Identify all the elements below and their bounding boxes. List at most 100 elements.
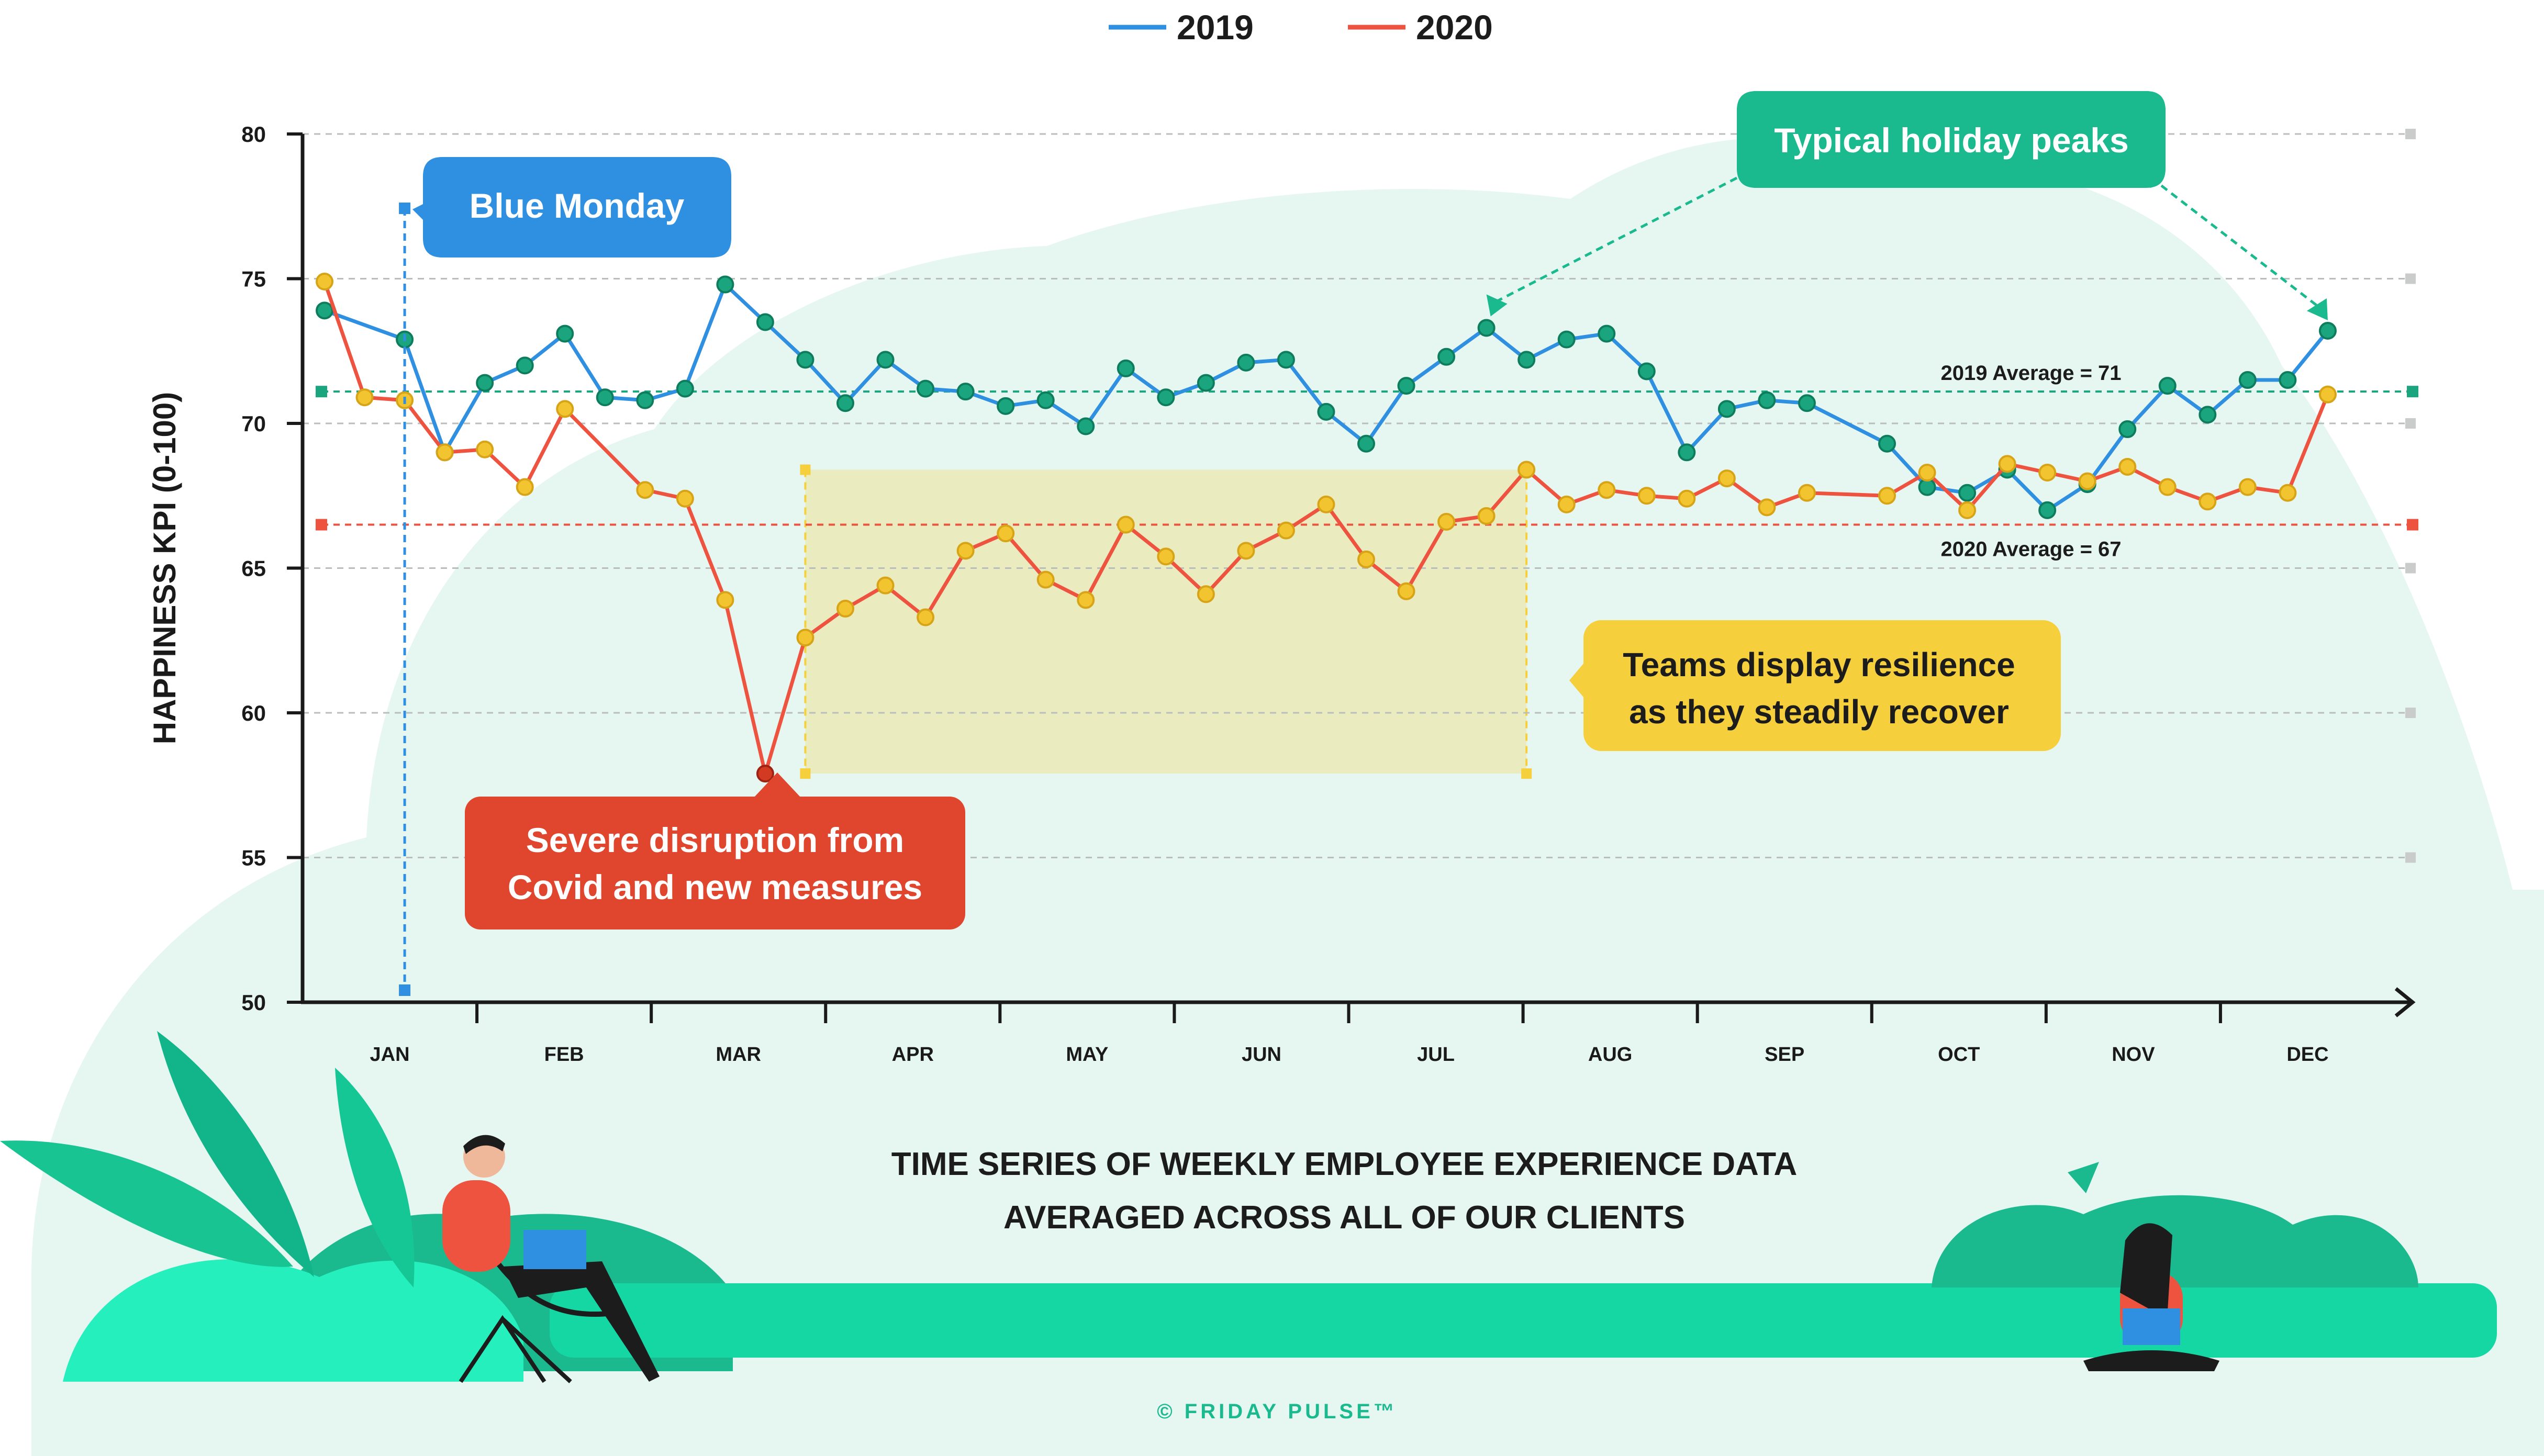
captions: TIME SERIES OF WEEKLY EMPLOYEE EXPERIENC… xyxy=(891,1146,1798,1423)
resilience-callout-bubble xyxy=(1583,620,2061,751)
data-point-2019 xyxy=(1878,434,1896,453)
x-month-label: AUG xyxy=(1588,1044,1632,1066)
holiday-peaks-callout-text: Typical holiday peaks xyxy=(1774,121,2128,160)
blue-monday-callout-text: Blue Monday xyxy=(470,186,685,225)
x-month-label: SEP xyxy=(1765,1044,1804,1066)
large-leaf xyxy=(335,1068,415,1287)
data-point-2020 xyxy=(2238,478,2257,496)
blue-monday-guide-top-marker xyxy=(399,203,411,214)
gridline-end-marker xyxy=(2405,563,2416,574)
legend: 2019 2020 xyxy=(1109,8,1493,47)
background-decor xyxy=(31,137,2544,1456)
data-point-2019 xyxy=(2238,371,2257,389)
data-point-2020 xyxy=(1678,489,1696,508)
data-point-2020 xyxy=(1077,591,1095,609)
data-point-2019 xyxy=(1357,434,1375,453)
data-point-2020 xyxy=(876,576,895,595)
data-point-2020 xyxy=(1397,582,1415,600)
data-point-2020 xyxy=(1317,495,1335,513)
copyright-footer: © FRIDAY PULSE™ xyxy=(1157,1400,1398,1423)
covid-callout-text: Severe disruption from xyxy=(526,821,905,859)
x-axis-arrowhead xyxy=(2394,987,2416,1017)
blue-monday-guide-bottom-marker xyxy=(399,984,411,996)
x-month-label: NOV xyxy=(2112,1044,2155,1066)
data-point-2020 xyxy=(2078,472,2096,490)
data-point-2020 xyxy=(1878,487,1896,505)
holiday-peaks-pointer xyxy=(2150,177,2324,311)
gridline-end-marker xyxy=(2405,129,2416,139)
large-leaf xyxy=(157,1031,314,1277)
data-point-2020 xyxy=(1237,542,1255,560)
gridline-end-marker xyxy=(2405,708,2416,718)
average-line-start-marker xyxy=(316,519,327,531)
data-point-2019 xyxy=(1477,319,1496,337)
man-laptop xyxy=(523,1230,586,1269)
data-point-2020 xyxy=(1518,461,1536,479)
callouts: Blue Monday Typical holiday peaks Severe d… xyxy=(399,91,2328,996)
y-tick-label: 50 xyxy=(241,990,266,1015)
chart-title-line: TIME SERIES OF WEEKLY EMPLOYEE EXPERIENC… xyxy=(891,1146,1798,1182)
y-axis-title: HAPPINESS KPI (0-100) xyxy=(147,392,182,745)
x-month-label: JUN xyxy=(1242,1044,1281,1066)
covid-callout-text: Covid and new measures xyxy=(508,868,922,906)
data-point-2019 xyxy=(1437,348,1456,366)
data-point-2019 xyxy=(1798,394,1816,412)
y-tick-label: 60 xyxy=(241,701,266,725)
resilience-corner-marker xyxy=(1521,768,1532,779)
man-torso xyxy=(442,1180,510,1272)
data-point-2019 xyxy=(956,383,975,401)
data-point-2020 xyxy=(1357,550,1375,568)
data-point-2020 xyxy=(756,765,774,783)
x-month-label: APR xyxy=(892,1044,934,1066)
data-point-2019 xyxy=(1036,391,1055,409)
data-point-2019 xyxy=(1598,324,1616,343)
x-month-label: JUL xyxy=(1417,1044,1455,1066)
man-legs xyxy=(503,1261,660,1382)
y-tick-label: 75 xyxy=(241,267,266,292)
bottom-illustration xyxy=(0,1031,2497,1383)
plot-area: 50 55 60 65 70 75 80 JAN FEB MAR APR MAY JUN JUL AUG SE… xyxy=(147,122,2418,1066)
data-point-2019 xyxy=(1918,478,1936,496)
gridline-end-marker xyxy=(2405,273,2416,284)
x-month-label: MAY xyxy=(1066,1044,1108,1066)
data-point-2020 xyxy=(997,524,1015,543)
x-month-label: MAR xyxy=(716,1044,761,1066)
data-point-2019 xyxy=(516,356,534,375)
data-point-2019 xyxy=(636,391,654,409)
average-line-end-marker xyxy=(2407,519,2418,531)
gridline-end-marker xyxy=(2405,852,2416,863)
data-point-2019 xyxy=(1958,484,1977,502)
data-point-2019 xyxy=(2199,406,2217,424)
data-point-2020 xyxy=(1197,585,1215,603)
data-point-2019 xyxy=(476,374,494,392)
data-point-2020 xyxy=(476,440,494,458)
data-point-2019 xyxy=(1197,374,1215,392)
x-month-label: FEB xyxy=(544,1044,584,1066)
holiday-peaks-arrowhead xyxy=(1486,294,1508,317)
x-month-label: DEC xyxy=(2286,1044,2328,1066)
data-point-2020 xyxy=(2199,492,2217,511)
data-point-2020 xyxy=(636,481,654,499)
gridline-end-marker xyxy=(2405,418,2416,429)
data-point-2020 xyxy=(516,478,534,496)
chart-title-line: AVERAGED ACROSS ALL OF OUR CLIENTS xyxy=(1003,1200,1685,1236)
data-point-2020 xyxy=(1277,521,1295,540)
data-point-2019 xyxy=(836,394,854,412)
x-month-label: OCT xyxy=(1938,1044,1980,1066)
data-point-2020 xyxy=(2318,385,2337,404)
resilience-highlight-region xyxy=(805,469,1527,774)
holiday-peaks-callout-body xyxy=(1737,91,2166,188)
data-point-2020 xyxy=(716,591,734,609)
right-bush xyxy=(1932,1195,2418,1287)
data-point-2019 xyxy=(1237,353,1255,372)
data-point-2019 xyxy=(596,388,614,407)
data-point-2019 xyxy=(917,379,935,398)
resilience-corner-marker xyxy=(800,464,811,475)
data-point-2020 xyxy=(1958,501,1977,519)
data-point-2019 xyxy=(997,397,1015,415)
data-point-2019 xyxy=(1717,400,1736,418)
data-point-2019 xyxy=(1317,402,1335,421)
data-point-2019 xyxy=(1157,388,1175,407)
covid-callout-pointer xyxy=(754,772,801,798)
